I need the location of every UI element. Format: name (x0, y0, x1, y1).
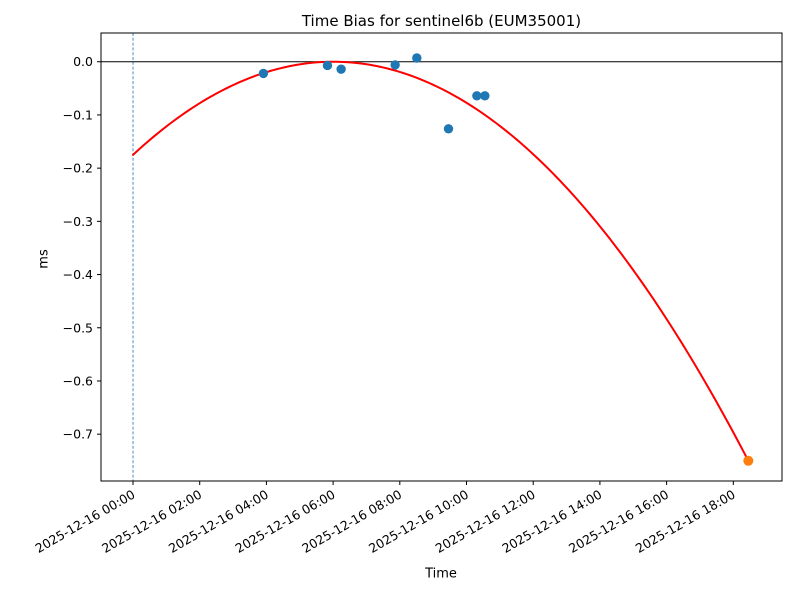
y-tick-label: −0.4 (63, 267, 93, 282)
observed-bias-point (336, 64, 346, 74)
latest-bias-point (743, 455, 754, 466)
fit-curve (132, 60, 750, 462)
plot-frame (100, 32, 783, 482)
observed-bias-point (412, 53, 422, 63)
y-tick-label: −0.7 (63, 427, 93, 442)
chart-title: Time Bias for sentinel6b (EUM35001) (301, 12, 582, 30)
observed-bias-point (258, 68, 269, 79)
observed-bias-point (472, 91, 482, 101)
observed-bias-point (480, 91, 490, 101)
observed-bias-point (322, 60, 333, 71)
y-tick-label: −0.3 (63, 214, 93, 229)
y-tick-label: −0.2 (63, 161, 93, 176)
y-tick-label: 0.0 (73, 54, 93, 69)
y-tick-label: −0.6 (63, 373, 93, 388)
observed-bias-point (443, 124, 454, 134)
observed-bias-point (390, 60, 400, 70)
x-axis-label: Time (425, 566, 457, 582)
y-tick-label: −0.1 (63, 107, 93, 122)
y-tick-label: −0.5 (63, 320, 93, 335)
